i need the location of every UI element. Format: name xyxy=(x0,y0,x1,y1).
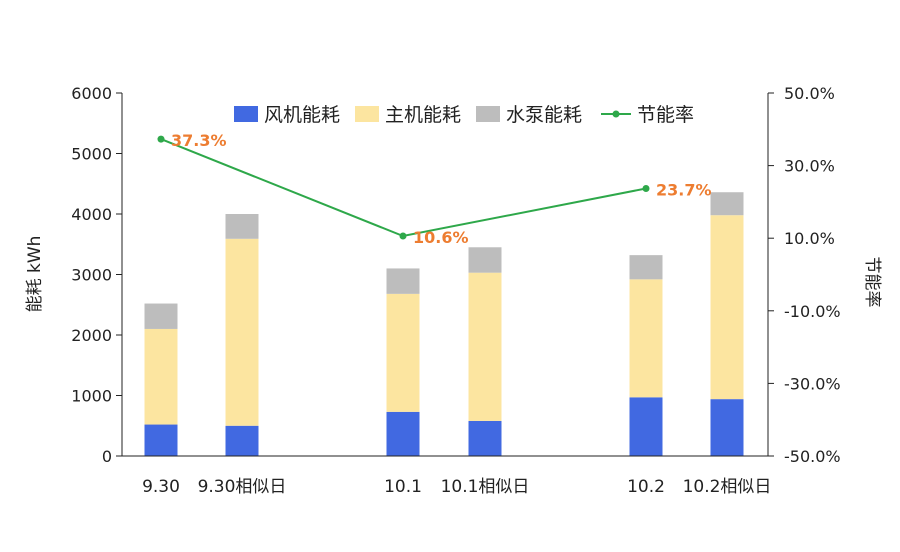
bar-segment-pump xyxy=(710,192,744,216)
savings-rate-label: 37.3% xyxy=(171,131,227,150)
y-tick-label: 6000 xyxy=(71,84,112,103)
bar-segment-chiller xyxy=(710,215,744,400)
bar-segment-fan xyxy=(144,424,178,456)
bar-segment-chiller xyxy=(144,328,178,425)
x-tick-label: 10.2相似日 xyxy=(683,477,772,497)
y2-tick-label: -10.0% xyxy=(784,302,841,321)
legend-label: 风机能耗 xyxy=(264,104,340,126)
legend-label: 水泵能耗 xyxy=(506,104,582,126)
bar-segment-chiller xyxy=(225,238,259,426)
x-tick-label: 10.1 xyxy=(384,477,422,497)
bar-segment-pump xyxy=(144,303,178,329)
bar-segment-fan xyxy=(710,399,744,456)
bar-segment-chiller xyxy=(629,279,663,398)
savings-rate-label: 10.6% xyxy=(413,228,469,247)
y2-tick-label: 30.0% xyxy=(784,157,835,176)
bar-segment-fan xyxy=(629,397,663,456)
bar-segment-pump xyxy=(468,247,502,273)
y2-tick-label: 50.0% xyxy=(784,84,835,103)
legend-swatch xyxy=(355,106,379,122)
y-tick-label: 3000 xyxy=(71,266,112,285)
savings-rate-label: 23.7% xyxy=(656,180,712,199)
bar-segment-fan xyxy=(225,425,259,456)
bar-segment-fan xyxy=(468,420,502,456)
savings-line-layer: 37.3% 10.6% 23.7% xyxy=(157,131,712,247)
x-tick-label: 9.30相似日 xyxy=(198,477,287,497)
bar-segment-pump xyxy=(629,255,663,280)
savings-rate-point xyxy=(157,135,165,143)
y2-tick-label: -50.0% xyxy=(784,447,841,466)
bar-segment-chiller xyxy=(468,272,502,421)
y-tick-label: 4000 xyxy=(71,205,112,224)
y-tick-label: 5000 xyxy=(71,145,112,164)
bar-segment-pump xyxy=(386,268,420,294)
savings-rate-point xyxy=(642,184,650,192)
legend: 风机能耗 主机能耗 水泵能耗 节能率 xyxy=(234,104,694,126)
y-tick-label: 1000 xyxy=(71,387,112,406)
legend-swatch xyxy=(234,106,258,122)
y-tick-label: 0 xyxy=(102,447,112,466)
bars-layer xyxy=(144,192,744,456)
y-tick-label: 2000 xyxy=(71,326,112,345)
x-tick-label: 10.1相似日 xyxy=(441,477,530,497)
legend-label: 主机能耗 xyxy=(385,104,461,126)
legend-swatch xyxy=(476,106,500,122)
x-tick-label: 10.2 xyxy=(627,477,665,497)
legend-label: 节能率 xyxy=(637,104,694,126)
bar-segment-chiller xyxy=(386,293,420,412)
bar-segment-pump xyxy=(225,214,259,239)
y2-tick-label: -30.0% xyxy=(784,374,841,393)
axes-layer: 0 1000 2000 3000 4000 5000 6000 -50.0% -30.0% -10… xyxy=(71,84,840,497)
legend-line-marker xyxy=(612,110,620,118)
x-tick-label: 9.30 xyxy=(142,477,180,497)
savings-rate-point xyxy=(399,232,407,240)
bar-segment-fan xyxy=(386,411,420,456)
y-axis-title: 能耗 kWh xyxy=(25,236,45,313)
y2-axis-title: 节能率 xyxy=(862,257,882,308)
y2-tick-label: 10.0% xyxy=(784,229,835,248)
